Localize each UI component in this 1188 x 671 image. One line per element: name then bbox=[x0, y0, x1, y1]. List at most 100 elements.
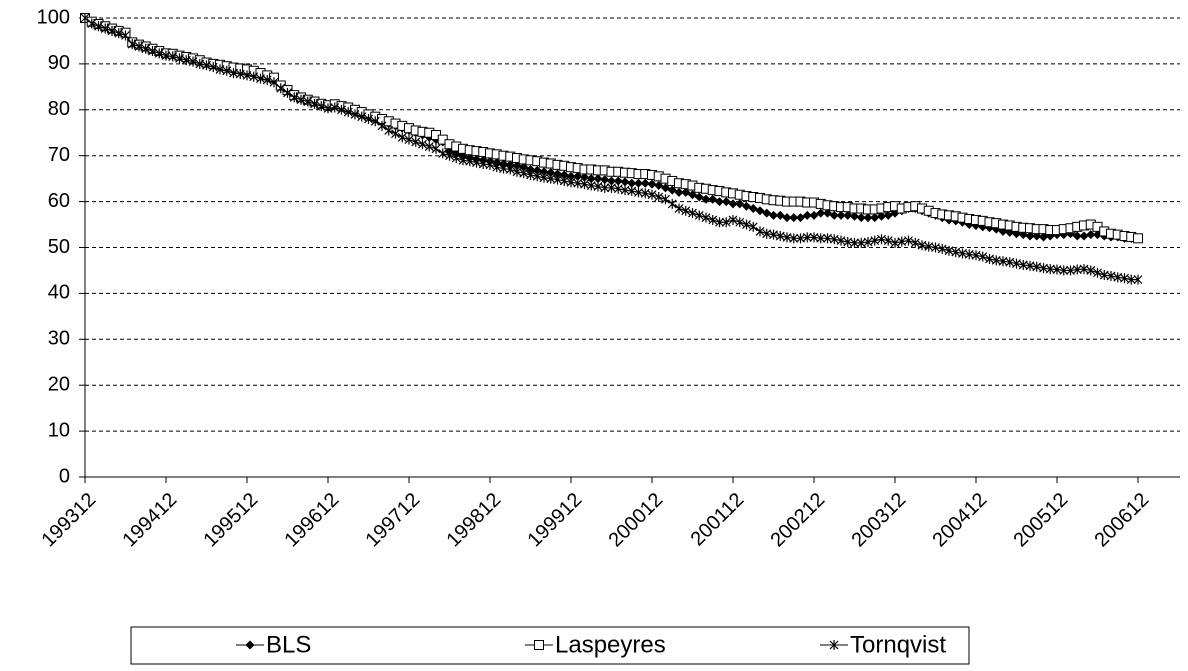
marker bbox=[370, 116, 380, 127]
marker bbox=[728, 214, 738, 225]
marker bbox=[154, 48, 164, 59]
y-tick-label: 100 bbox=[37, 6, 70, 28]
marker bbox=[694, 210, 704, 221]
marker bbox=[1045, 264, 1055, 275]
marker bbox=[775, 210, 785, 220]
marker bbox=[445, 150, 454, 161]
marker bbox=[904, 235, 913, 246]
x-tick-label: 200412 bbox=[929, 489, 992, 552]
marker bbox=[647, 189, 657, 200]
marker bbox=[789, 233, 799, 244]
x-tick-label: 200612 bbox=[1091, 489, 1154, 552]
marker bbox=[863, 236, 873, 247]
marker bbox=[1106, 270, 1116, 281]
marker bbox=[580, 179, 589, 190]
marker bbox=[181, 55, 191, 66]
marker bbox=[1005, 257, 1015, 268]
marker bbox=[593, 181, 603, 192]
marker bbox=[249, 71, 259, 82]
marker bbox=[559, 170, 569, 180]
marker bbox=[418, 139, 427, 150]
marker bbox=[485, 159, 495, 170]
x-tick-label: 199312 bbox=[38, 489, 101, 552]
series-line bbox=[84, 17, 1139, 239]
marker bbox=[512, 166, 522, 177]
marker bbox=[661, 194, 670, 205]
x-tick-label: 200512 bbox=[1010, 489, 1073, 552]
marker bbox=[640, 188, 650, 199]
marker bbox=[931, 242, 940, 253]
marker bbox=[310, 98, 319, 109]
marker bbox=[944, 245, 954, 256]
marker bbox=[411, 136, 421, 147]
y-tick-label: 80 bbox=[48, 98, 70, 120]
marker bbox=[674, 203, 684, 214]
marker bbox=[526, 164, 535, 174]
marker bbox=[141, 43, 151, 54]
marker bbox=[1133, 274, 1143, 285]
marker bbox=[910, 237, 920, 248]
marker bbox=[87, 18, 97, 29]
marker bbox=[789, 213, 799, 223]
marker bbox=[748, 203, 758, 213]
marker bbox=[1079, 264, 1089, 275]
marker bbox=[748, 221, 758, 232]
x-tick-label: 199812 bbox=[443, 489, 506, 552]
marker bbox=[539, 167, 549, 177]
legend-label: Laspeyres bbox=[555, 631, 666, 658]
marker bbox=[829, 210, 839, 220]
marker bbox=[796, 213, 805, 223]
marker bbox=[559, 175, 569, 186]
marker bbox=[937, 243, 947, 254]
marker bbox=[242, 70, 252, 81]
marker bbox=[256, 73, 265, 84]
marker bbox=[1032, 261, 1042, 272]
marker bbox=[769, 229, 778, 240]
marker bbox=[532, 171, 542, 182]
marker bbox=[721, 217, 731, 228]
marker bbox=[951, 247, 961, 258]
marker bbox=[202, 60, 211, 71]
marker bbox=[735, 199, 745, 209]
marker bbox=[728, 199, 738, 209]
y-tick-label: 40 bbox=[48, 282, 70, 304]
marker bbox=[1086, 265, 1096, 276]
marker bbox=[127, 39, 137, 50]
marker bbox=[971, 250, 981, 261]
marker bbox=[755, 206, 765, 216]
marker bbox=[674, 187, 684, 197]
marker bbox=[337, 104, 346, 115]
marker bbox=[985, 253, 994, 264]
marker bbox=[1086, 230, 1096, 240]
marker bbox=[1133, 233, 1143, 244]
marker bbox=[607, 176, 616, 186]
marker bbox=[276, 83, 286, 94]
marker bbox=[175, 53, 184, 64]
marker bbox=[620, 177, 630, 187]
marker bbox=[850, 237, 859, 248]
marker bbox=[465, 156, 475, 167]
legend-marker bbox=[245, 640, 255, 650]
marker bbox=[532, 165, 542, 175]
y-tick-label: 20 bbox=[48, 373, 70, 395]
marker bbox=[870, 235, 880, 246]
marker bbox=[492, 162, 502, 173]
marker bbox=[755, 226, 765, 237]
marker bbox=[890, 237, 900, 248]
marker bbox=[829, 234, 839, 245]
x-tick-label: 199512 bbox=[200, 489, 263, 552]
marker bbox=[802, 210, 812, 220]
marker bbox=[283, 87, 292, 98]
legend-marker bbox=[829, 640, 839, 650]
marker bbox=[701, 212, 711, 223]
legend-label: BLS bbox=[266, 631, 311, 658]
marker bbox=[600, 182, 610, 193]
marker bbox=[816, 208, 826, 218]
marker bbox=[519, 168, 529, 179]
marker bbox=[802, 232, 812, 243]
marker bbox=[1079, 231, 1089, 241]
marker bbox=[856, 213, 866, 223]
marker bbox=[148, 46, 157, 57]
marker bbox=[877, 234, 886, 245]
marker bbox=[553, 174, 562, 185]
